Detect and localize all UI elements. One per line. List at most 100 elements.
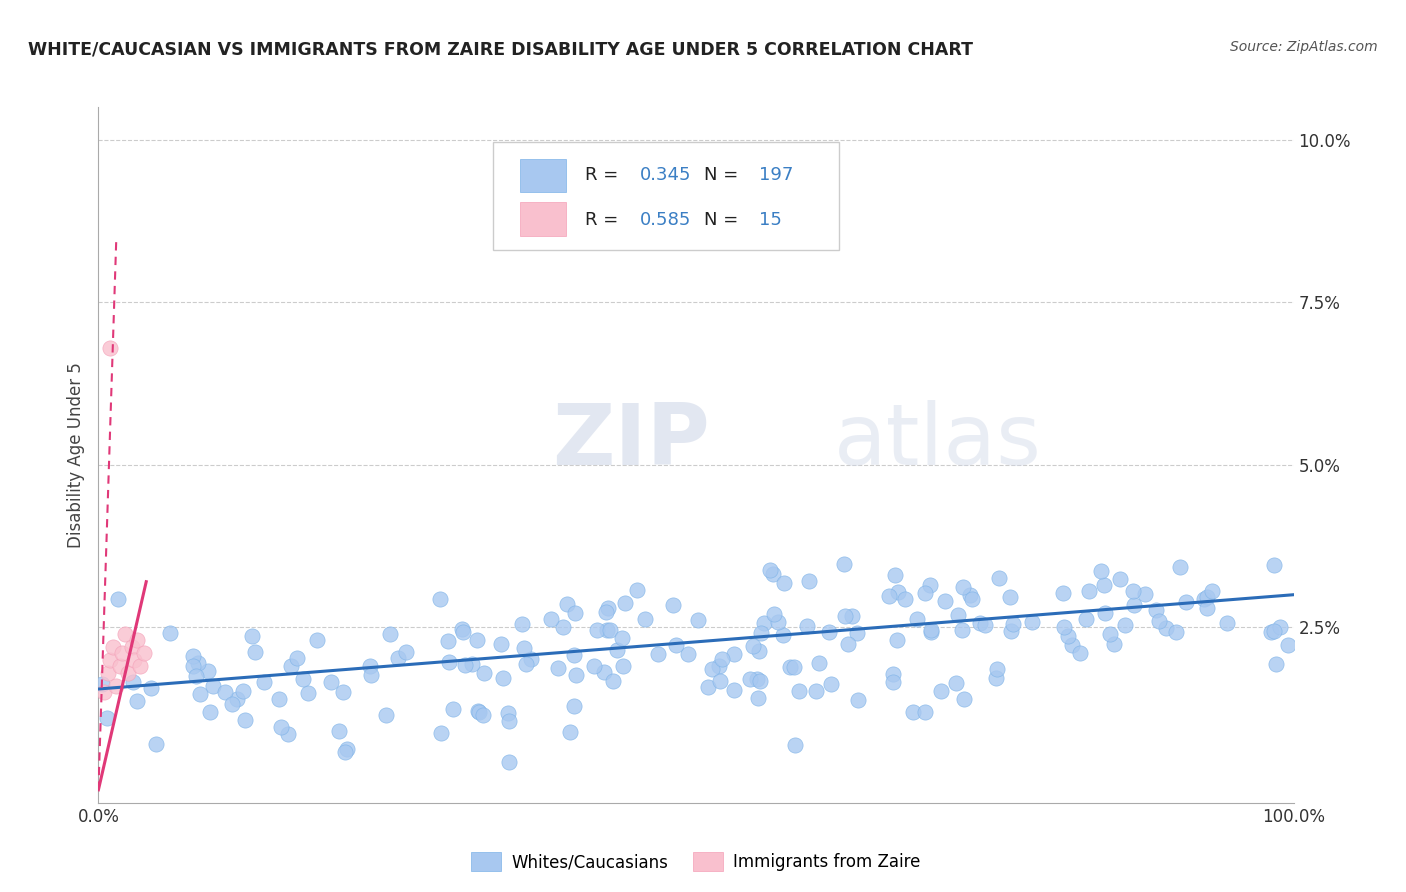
Point — [697, 680, 720, 694]
Point — [905, 612, 928, 626]
Point — [1057, 629, 1080, 643]
Point — [665, 638, 688, 652]
Point — [783, 660, 806, 674]
Point — [884, 568, 907, 582]
Point — [1102, 637, 1125, 651]
Point — [267, 692, 290, 706]
Point — [593, 665, 616, 680]
Point — [583, 659, 606, 673]
Point — [186, 669, 208, 683]
Point — [555, 598, 578, 612]
Point — [1099, 626, 1122, 640]
Point — [1195, 590, 1218, 604]
Point — [1000, 624, 1022, 638]
Point — [198, 705, 221, 719]
Point — [772, 627, 794, 641]
Point — [375, 707, 398, 722]
Point — [1074, 612, 1097, 626]
Point — [952, 580, 974, 594]
Point — [763, 607, 786, 621]
Point — [395, 644, 418, 658]
Point — [1122, 583, 1144, 598]
Point — [188, 688, 211, 702]
Point — [723, 683, 745, 698]
Point — [96, 711, 118, 725]
Point — [882, 675, 904, 690]
Point — [806, 683, 828, 698]
Point — [285, 650, 308, 665]
Point — [451, 622, 474, 636]
Point — [468, 705, 491, 719]
Point — [101, 640, 124, 654]
Point — [787, 683, 810, 698]
Point — [959, 588, 981, 602]
Point — [747, 672, 769, 686]
Point — [98, 653, 122, 667]
Point — [492, 671, 515, 685]
Point — [1263, 558, 1285, 572]
Point — [612, 658, 634, 673]
Point — [562, 648, 585, 662]
Point — [596, 623, 619, 637]
Point — [969, 616, 991, 631]
Point — [233, 713, 256, 727]
Point — [378, 627, 401, 641]
Point — [1195, 600, 1218, 615]
Point — [513, 641, 536, 656]
Text: R =: R = — [585, 211, 624, 228]
Point — [1133, 587, 1156, 601]
Point — [114, 626, 136, 640]
Point — [848, 692, 870, 706]
Point — [319, 675, 342, 690]
Point — [953, 692, 976, 706]
Point — [845, 626, 868, 640]
Point — [439, 656, 461, 670]
Point — [181, 658, 204, 673]
Point — [553, 620, 575, 634]
Point — [451, 624, 474, 639]
Point — [1170, 560, 1192, 574]
Point — [914, 705, 936, 719]
Point — [986, 662, 1008, 676]
Point — [1078, 583, 1101, 598]
Point — [783, 739, 806, 753]
Point — [901, 705, 924, 719]
Point — [920, 624, 942, 639]
Point — [709, 673, 731, 688]
Point — [221, 697, 243, 711]
Point — [808, 656, 831, 670]
Point — [759, 562, 782, 576]
Point — [564, 606, 586, 620]
Text: R =: R = — [585, 166, 624, 185]
Point — [984, 671, 1007, 685]
Point — [121, 640, 143, 654]
Point — [768, 615, 790, 629]
Point — [837, 637, 859, 651]
FancyBboxPatch shape — [494, 142, 839, 250]
Point — [585, 623, 607, 637]
Point — [887, 584, 910, 599]
Point — [817, 624, 839, 639]
Point — [779, 659, 801, 673]
Point — [647, 648, 669, 662]
Point — [181, 649, 204, 664]
Point — [945, 676, 967, 690]
Point — [201, 679, 224, 693]
Point — [1265, 657, 1288, 672]
Point — [240, 629, 263, 643]
Point — [491, 637, 513, 651]
Point — [328, 724, 350, 739]
Point — [738, 672, 761, 686]
Point — [948, 607, 970, 622]
Point — [634, 612, 657, 626]
Point — [441, 701, 464, 715]
Point — [1174, 595, 1197, 609]
Point — [145, 737, 167, 751]
Point — [974, 618, 997, 632]
Point — [472, 707, 495, 722]
Point — [834, 609, 856, 624]
Point — [564, 668, 586, 682]
Point — [270, 720, 292, 734]
Point — [429, 592, 451, 607]
Point — [333, 745, 356, 759]
